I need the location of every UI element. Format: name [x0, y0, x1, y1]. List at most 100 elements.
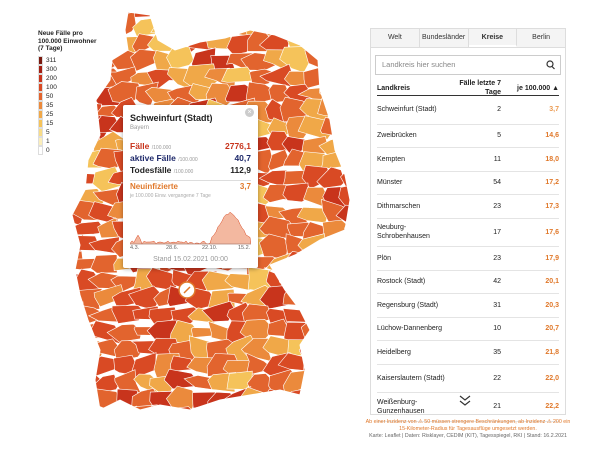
tab[interactable]: Kreise: [468, 29, 518, 47]
region[interactable]: [248, 405, 278, 430]
region[interactable]: [318, 81, 350, 100]
region[interactable]: [264, 405, 297, 429]
region[interactable]: [335, 204, 362, 225]
region[interactable]: [322, 12, 347, 38]
region[interactable]: [339, 353, 362, 376]
region[interactable]: [203, 12, 232, 39]
region[interactable]: [221, 66, 257, 83]
region[interactable]: [265, 422, 296, 446]
region[interactable]: [203, 404, 239, 428]
region[interactable]: [298, 1, 328, 21]
region[interactable]: [304, 374, 329, 396]
region[interactable]: [287, 422, 312, 444]
region[interactable]: [284, 1, 315, 17]
region[interactable]: [135, 422, 162, 440]
region[interactable]: [319, 31, 347, 53]
region[interactable]: [283, 403, 317, 429]
region[interactable]: [56, 403, 85, 424]
region[interactable]: [56, 427, 86, 442]
region[interactable]: [316, 166, 346, 189]
region[interactable]: [315, 255, 349, 272]
region[interactable]: [106, 323, 143, 343]
region[interactable]: [317, 97, 351, 119]
region[interactable]: [344, 87, 362, 104]
region[interactable]: [319, 359, 348, 375]
table-row[interactable]: Lüchow-Dannenberg 10 20,7: [377, 318, 559, 341]
region[interactable]: [342, 149, 362, 175]
region[interactable]: [93, 284, 125, 308]
table-row[interactable]: Plön 23 17,9: [377, 247, 559, 271]
region[interactable]: [304, 49, 329, 70]
region[interactable]: [315, 386, 350, 406]
region[interactable]: [112, 405, 141, 428]
more-button[interactable]: [458, 395, 472, 407]
table-row[interactable]: Zweibrücken 5 14,6: [377, 125, 559, 148]
region[interactable]: [208, 423, 237, 446]
region[interactable]: [322, 269, 355, 292]
region[interactable]: [303, 249, 332, 274]
search-icon[interactable]: [546, 60, 555, 70]
region[interactable]: [335, 117, 362, 138]
tab[interactable]: Welt: [371, 29, 420, 47]
table-row[interactable]: Regensburg (Stadt) 31 20,3: [377, 294, 559, 318]
region[interactable]: [96, 403, 123, 427]
search-box[interactable]: Landkreis hier suchen: [375, 55, 561, 75]
tab[interactable]: Bundesländer: [419, 29, 469, 47]
region[interactable]: [168, 14, 202, 38]
region[interactable]: [322, 422, 354, 446]
table-row[interactable]: Rostock (Stadt) 42 20,1: [377, 271, 559, 294]
region[interactable]: [227, 0, 260, 18]
region[interactable]: [339, 250, 362, 276]
region[interactable]: [339, 133, 362, 159]
region[interactable]: [340, 337, 362, 356]
region[interactable]: [320, 150, 351, 170]
region[interactable]: [317, 51, 354, 67]
map-pin[interactable]: [178, 281, 196, 299]
region[interactable]: [170, 0, 197, 17]
region[interactable]: [226, 370, 253, 390]
region[interactable]: [320, 116, 350, 138]
region[interactable]: [78, 426, 98, 439]
region[interactable]: [303, 64, 331, 90]
region[interactable]: [320, 318, 350, 344]
region[interactable]: [282, 182, 310, 203]
region[interactable]: [147, 1, 180, 22]
region[interactable]: [58, 324, 88, 345]
header[interactable]: Landkreis: [377, 84, 411, 92]
region[interactable]: [341, 319, 362, 344]
region[interactable]: [305, 30, 329, 55]
region[interactable]: [319, 235, 350, 261]
region[interactable]: [303, 303, 332, 328]
region[interactable]: [191, 428, 214, 443]
region[interactable]: [300, 411, 329, 429]
region[interactable]: [334, 0, 362, 22]
region[interactable]: [185, 407, 216, 425]
region[interactable]: [114, 426, 142, 446]
region[interactable]: [185, 0, 222, 22]
close-button[interactable]: ×: [245, 108, 254, 117]
region[interactable]: [321, 219, 349, 243]
table-row[interactable]: Neuburg-Schrobenhausen 17 17,6: [377, 219, 559, 247]
region[interactable]: [60, 301, 85, 327]
region[interactable]: [341, 63, 362, 90]
region[interactable]: [342, 33, 362, 47]
region[interactable]: [132, 17, 159, 37]
table-row[interactable]: Münster 54 17,2: [377, 172, 559, 195]
region[interactable]: [278, 15, 315, 32]
region[interactable]: [246, 426, 277, 441]
region[interactable]: [225, 405, 260, 425]
header[interactable]: je 100.000 ▲: [517, 84, 559, 92]
region[interactable]: [336, 386, 362, 411]
region[interactable]: [223, 423, 256, 444]
region[interactable]: [166, 45, 194, 70]
region[interactable]: [54, 357, 84, 376]
region[interactable]: [301, 421, 329, 444]
region[interactable]: [324, 305, 351, 326]
region[interactable]: [113, 340, 142, 362]
table-row[interactable]: Schweinfurt (Stadt) 2 3,7: [377, 96, 559, 125]
region[interactable]: [262, 4, 299, 22]
region[interactable]: [300, 320, 334, 344]
region[interactable]: [344, 217, 362, 243]
region[interactable]: [94, 425, 121, 446]
region[interactable]: [302, 354, 336, 379]
